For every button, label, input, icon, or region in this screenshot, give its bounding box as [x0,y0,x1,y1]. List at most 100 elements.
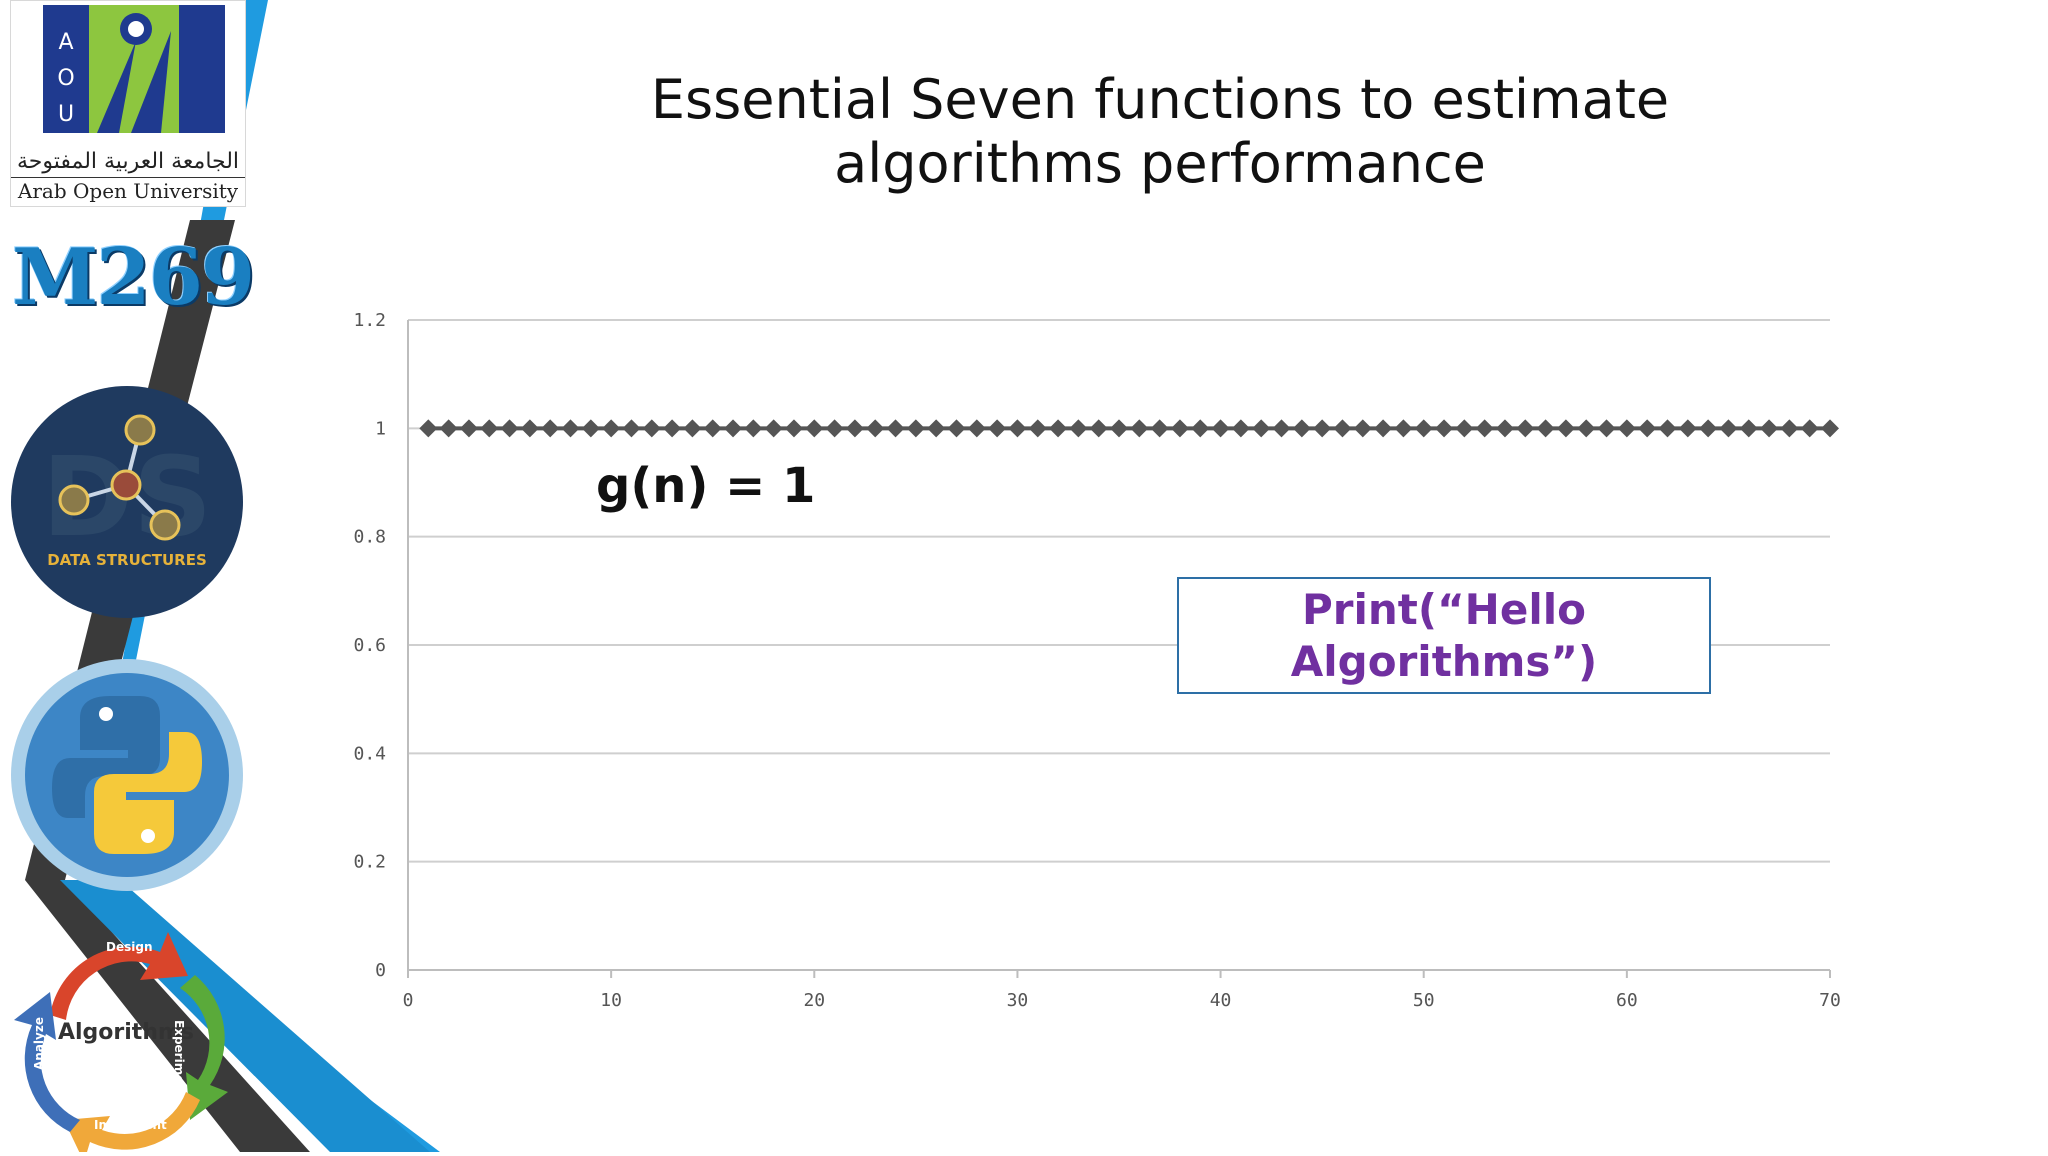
data-point [1475,419,1494,438]
data-point [1211,419,1230,438]
data-point [1110,419,1128,438]
logo-arabic-name: الجامعة العربية المفتوحة [16,149,240,174]
data-point [480,419,499,438]
data-point [459,419,478,438]
network-graph-icon: DS [11,386,243,618]
logo-letter-u: U [58,102,74,127]
data-point [1678,419,1697,438]
y-tick-label: 0.8 [353,527,386,548]
data-point [744,419,763,438]
data-point [1049,419,1068,438]
data-point [1374,419,1393,438]
cycle-arrows-icon [14,932,228,1156]
python-logo-icon [11,659,243,891]
university-logo: A O U الجامعة العربية المفتوحة Arab Open… [10,0,246,207]
data-point [1658,419,1677,438]
data-point [1313,419,1332,438]
data-point [988,419,1007,438]
function-annotation: g(n) = 1 [596,458,816,514]
cycle-implement-label: Implement [94,1118,167,1132]
x-tick-label: 10 [600,990,622,1011]
data-point [581,419,600,438]
data-point [1333,419,1352,438]
data-point [1231,419,1250,438]
data-point [1739,419,1758,438]
data-point [1089,419,1108,438]
data-point [1800,419,1819,438]
data-point [1556,419,1575,438]
data-structures-badge: DS DATA STRUCTURES [10,385,244,619]
aou-emblem-icon: A O U [43,5,225,133]
data-point [1495,419,1514,438]
data-point [784,419,803,438]
data-point [1597,419,1616,438]
data-point [845,419,864,438]
algorithms-label: Algorithms [57,1020,195,1045]
data-point [500,419,519,438]
x-tick-label: 40 [1210,990,1232,1011]
data-point [683,419,702,438]
data-point [1353,419,1372,438]
data-point [906,419,925,438]
data-point [642,419,661,438]
data-point [825,419,844,438]
data-point [1577,419,1596,438]
x-tick-label: 70 [1819,990,1841,1011]
data-point [1435,419,1454,438]
x-tick-label: 60 [1616,990,1638,1011]
data-point [520,419,539,438]
x-tick-label: 30 [1007,990,1029,1011]
data-point [703,419,722,438]
course-code: M269 [12,232,255,323]
data-point [967,419,986,438]
data-point [1028,419,1047,438]
data-point [866,419,885,438]
y-tick-label: 1.2 [353,310,386,331]
data-point [1699,419,1718,438]
data-structures-label: DATA STRUCTURES [47,551,207,569]
data-point [561,419,580,438]
data-point [1130,419,1149,438]
y-tick-label: 0.6 [353,635,386,656]
data-point [622,419,641,438]
x-tick-label: 50 [1413,990,1435,1011]
data-point [439,419,458,438]
data-point [1516,419,1535,438]
data-point [886,419,905,438]
data-point [1191,419,1210,438]
data-point [764,419,783,438]
data-point [1069,419,1088,438]
data-point [1170,419,1189,438]
data-point [1008,419,1027,438]
data-point [1414,419,1433,438]
data-point [1252,419,1271,438]
data-point [1719,419,1738,438]
callout-text: Print(“Hello Algorithms”) [1290,584,1598,686]
data-point [1536,419,1555,438]
data-point [419,419,438,438]
x-tick-label: 0 [403,990,414,1011]
data-point [1760,419,1779,438]
data-point [541,419,560,438]
y-tick-label: 0 [375,960,386,981]
y-tick-label: 0.4 [353,743,386,764]
y-tick-label: 1 [375,418,386,439]
data-point [663,419,682,438]
data-point [724,419,743,438]
data-point [1617,419,1636,438]
hello-algorithms-callout: Print(“Hello Algorithms”) [1177,577,1711,694]
data-point [947,419,966,438]
x-tick-label: 20 [803,990,825,1011]
dark-stripe [25,220,310,1152]
logo-letter-o: O [57,66,74,91]
cycle-design-label: Design [106,940,153,954]
data-point [1150,419,1169,438]
python-badge [10,658,244,892]
data-point [1455,419,1474,438]
data-point [1394,419,1413,438]
data-point [602,419,621,438]
slide-title: Essential Seven functions to estimate al… [650,68,1670,195]
blue-band [60,880,430,1152]
data-point [805,419,824,438]
